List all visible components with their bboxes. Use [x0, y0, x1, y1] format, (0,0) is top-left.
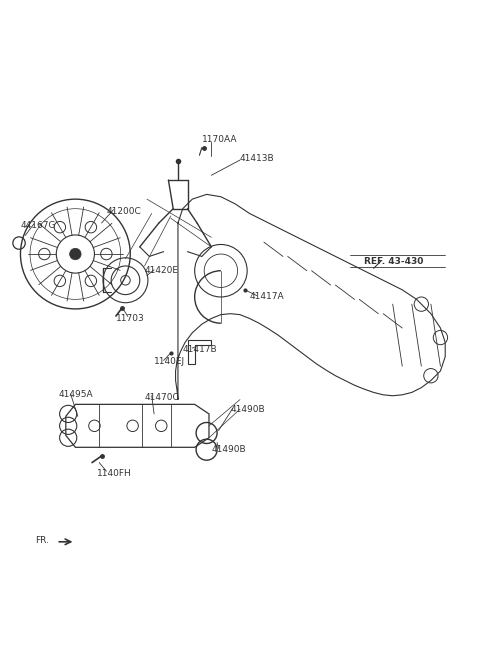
Text: 1170AA: 1170AA	[202, 135, 237, 144]
Text: 41490B: 41490B	[230, 405, 265, 414]
Text: REF. 43-430: REF. 43-430	[364, 256, 423, 266]
Text: 41495A: 41495A	[59, 390, 93, 400]
Text: 11703: 11703	[116, 314, 144, 323]
Text: 1140FH: 1140FH	[97, 469, 132, 478]
Text: FR.: FR.	[35, 536, 48, 545]
Text: 41417A: 41417A	[250, 293, 284, 302]
Text: 41200C: 41200C	[107, 207, 141, 216]
Text: 44167G: 44167G	[21, 221, 56, 230]
Text: 41470C: 41470C	[144, 393, 180, 401]
Text: 41490B: 41490B	[211, 445, 246, 454]
Circle shape	[70, 249, 81, 260]
Text: 41413B: 41413B	[240, 154, 275, 163]
Text: 1140EJ: 1140EJ	[154, 357, 185, 366]
Text: 41417B: 41417B	[183, 345, 217, 354]
Text: 41420E: 41420E	[144, 266, 179, 276]
